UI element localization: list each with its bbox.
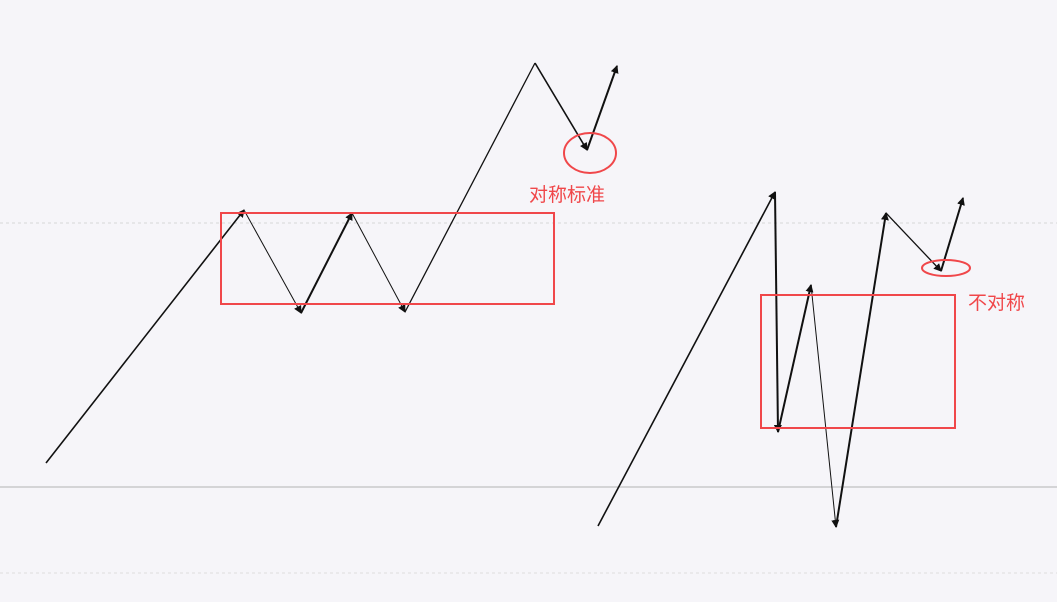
wave-segment-1 [45, 209, 245, 464]
asymmetric-label: 不对称 [968, 292, 1026, 314]
wave-segment-3 [300, 212, 353, 314]
symmetric-pullback-circle [563, 132, 617, 174]
asymmetric-pullback-circle [921, 259, 971, 277]
wave-segment-7 [586, 65, 619, 151]
wave-segment-2 [773, 191, 782, 433]
wave-segment-2 [243, 209, 302, 314]
wave-segment-4 [351, 212, 406, 313]
wave-segment-3 [777, 284, 814, 433]
wave-segment-4 [810, 284, 840, 528]
wave-segment-5 [835, 212, 889, 528]
symmetric-standard-label: 对称标准 [529, 184, 606, 206]
left-wave-pattern [45, 62, 619, 464]
wave-segment-7 [940, 197, 965, 272]
right-consolidation-box [760, 294, 956, 429]
right-wave-pattern [597, 191, 965, 528]
left-consolidation-box [220, 212, 555, 305]
wave-segment-6 [534, 62, 588, 151]
wave-segment-5 [404, 62, 536, 313]
wave-segment-1 [597, 191, 776, 527]
